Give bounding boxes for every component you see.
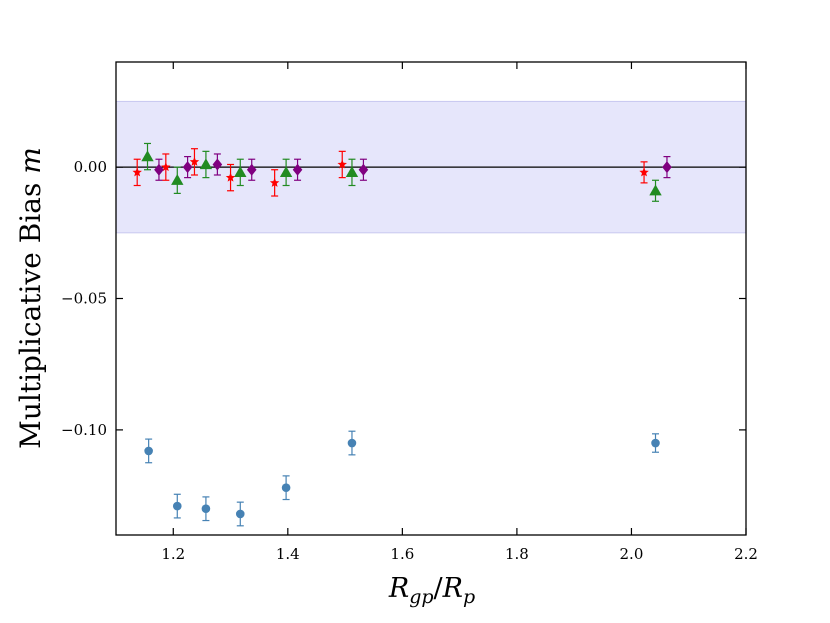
data-point bbox=[199, 158, 213, 170]
data-point bbox=[182, 161, 193, 174]
y-axis-label: Multiplicative Bias m bbox=[14, 147, 47, 449]
data-point bbox=[234, 166, 247, 178]
data-point bbox=[358, 163, 369, 176]
data-point bbox=[649, 184, 662, 196]
x-label-r2: R bbox=[442, 573, 463, 604]
data-point bbox=[225, 172, 236, 182]
x-axis: 1.2 1.4 1.6 1.8 2.0 2.2 bbox=[161, 62, 758, 563]
data-point bbox=[345, 166, 359, 178]
data-point bbox=[132, 167, 142, 177]
data-point bbox=[292, 163, 303, 176]
y-tick-label: −0.05 bbox=[61, 290, 107, 308]
x-axis-label: Rgp/Rp bbox=[388, 573, 475, 608]
data-point bbox=[246, 163, 257, 176]
data-point bbox=[651, 438, 660, 448]
plot-area bbox=[115, 61, 747, 536]
y-tick-label: 0.00 bbox=[74, 158, 107, 176]
data-point bbox=[189, 156, 200, 166]
x-tick-label: 1.8 bbox=[505, 545, 529, 563]
data-point bbox=[141, 150, 154, 162]
y-label-var: m bbox=[14, 147, 47, 174]
y-axis: 0.00 −0.05 −0.10 bbox=[61, 158, 746, 439]
x-tick-label: 2.2 bbox=[734, 545, 758, 563]
series-purple-diamonds bbox=[154, 153, 672, 181]
x-label-sub1: gp bbox=[409, 586, 433, 608]
data-point bbox=[347, 438, 357, 448]
x-label-r1: R bbox=[388, 573, 409, 604]
data-point bbox=[269, 177, 280, 187]
data-point bbox=[154, 163, 164, 176]
data-point bbox=[281, 483, 291, 493]
data-point bbox=[201, 504, 211, 514]
data-point bbox=[172, 501, 182, 511]
data-point bbox=[639, 167, 649, 177]
series-red-stars bbox=[132, 148, 649, 197]
data-point bbox=[212, 158, 223, 171]
data-point bbox=[144, 446, 153, 456]
data-point bbox=[161, 162, 171, 172]
series-blue-circles bbox=[144, 430, 660, 527]
x-label-slash: / bbox=[434, 573, 444, 604]
y-label-text: Multiplicative Bias bbox=[14, 174, 47, 449]
data-point bbox=[662, 161, 672, 174]
data-point bbox=[279, 166, 293, 178]
data-point bbox=[235, 509, 245, 519]
x-tick-label: 1.4 bbox=[276, 545, 300, 563]
data-point bbox=[337, 159, 347, 169]
data-point bbox=[171, 174, 184, 185]
x-label-sub2: p bbox=[463, 586, 475, 608]
y-tick-label: −0.10 bbox=[61, 421, 107, 439]
x-tick-label: 2.0 bbox=[620, 545, 644, 563]
series-green-triangles bbox=[141, 142, 662, 202]
x-tick-label: 1.6 bbox=[390, 545, 414, 563]
x-tick-label: 1.2 bbox=[161, 545, 185, 563]
